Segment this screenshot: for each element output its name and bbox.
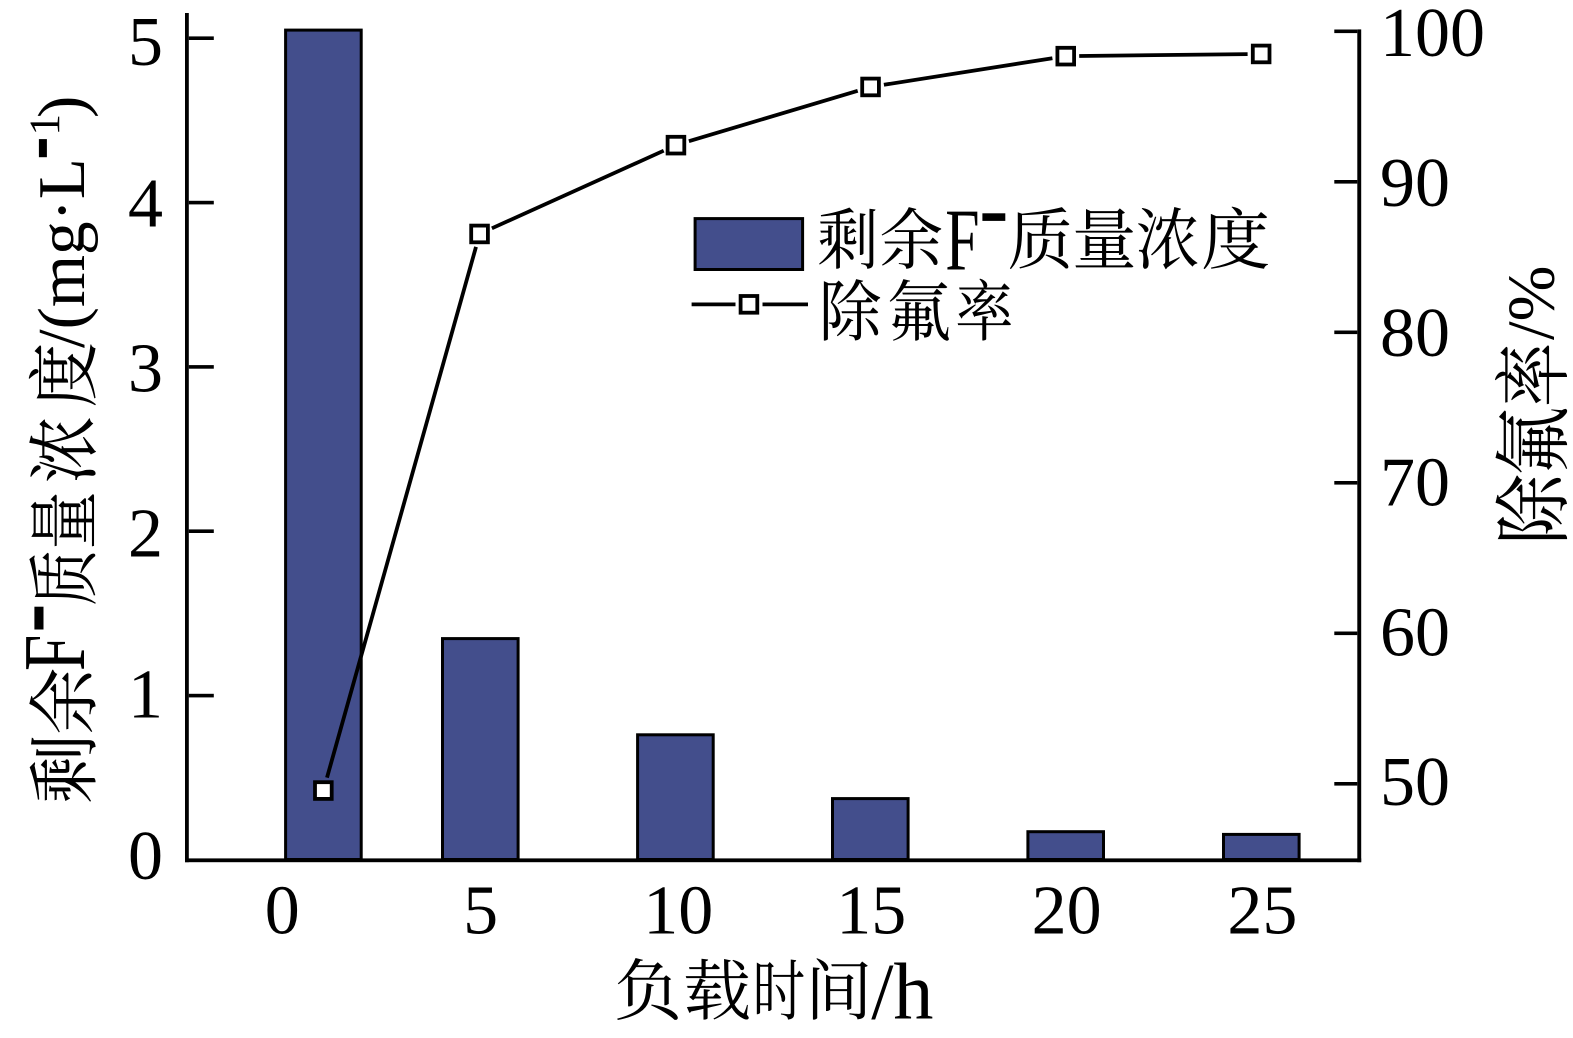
svg-text:2: 2 (128, 496, 163, 573)
svg-text:90: 90 (1380, 145, 1450, 222)
svg-text:15: 15 (836, 873, 906, 950)
svg-text:): ) (25, 96, 99, 118)
svg-text:/h: /h (871, 949, 933, 1034)
svg-text:100: 100 (1380, 0, 1485, 72)
svg-text:1: 1 (128, 657, 163, 734)
svg-text:20: 20 (1032, 873, 1102, 950)
svg-text:0: 0 (128, 818, 163, 895)
svg-text:5: 5 (463, 873, 498, 950)
svg-text:/%: /% (1495, 266, 1569, 340)
svg-text:80: 80 (1380, 295, 1450, 372)
svg-text:/(mg·L: /(mg·L (25, 158, 99, 348)
svg-text:25: 25 (1227, 873, 1297, 950)
svg-text:5: 5 (128, 4, 163, 81)
svg-text:0: 0 (265, 873, 300, 950)
svg-text:50: 50 (1380, 744, 1450, 821)
svg-text:1: 1 (22, 114, 69, 136)
svg-text:F: F (7, 635, 104, 671)
svg-text:10: 10 (643, 873, 713, 950)
svg-text:60: 60 (1380, 594, 1450, 671)
svg-text:3: 3 (128, 331, 163, 408)
svg-text:F: F (945, 193, 979, 290)
svg-text:70: 70 (1380, 445, 1450, 522)
svg-text:4: 4 (128, 166, 163, 243)
